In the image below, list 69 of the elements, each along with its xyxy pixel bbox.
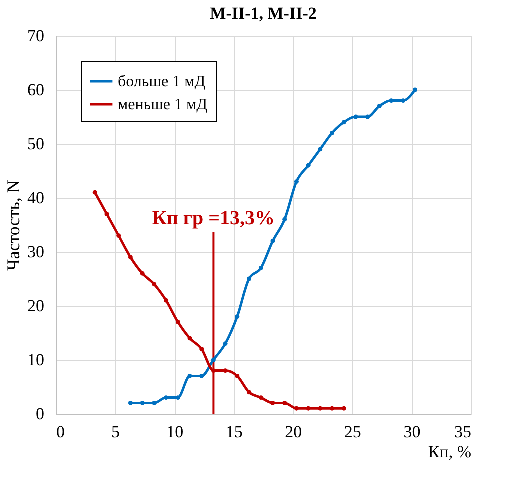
- point: [318, 406, 323, 411]
- x-tick-label: 30: [404, 422, 421, 442]
- point: [282, 400, 288, 406]
- point: [247, 276, 252, 282]
- point: [235, 374, 240, 378]
- point: [306, 163, 311, 168]
- point: [294, 406, 299, 411]
- point: [330, 130, 335, 136]
- point: [211, 358, 216, 362]
- x-tick-label: 0: [56, 422, 65, 442]
- y-tick-label: 10: [28, 350, 44, 370]
- point: [152, 282, 157, 287]
- point: [128, 255, 133, 260]
- point: [188, 374, 192, 378]
- y-axis-title: Частость, N: [4, 180, 24, 271]
- point: [176, 320, 180, 324]
- x-tick-label: 25: [344, 422, 362, 442]
- y-tick-label: 30: [28, 242, 44, 262]
- point: [200, 374, 204, 378]
- point: [211, 368, 216, 374]
- point: [176, 396, 180, 400]
- x-tick-label: 35: [454, 422, 472, 442]
- point: [104, 212, 110, 216]
- legend-label: больше 1 мД: [118, 74, 206, 90]
- point: [128, 400, 133, 406]
- point: [92, 190, 98, 195]
- point: [140, 400, 145, 406]
- point: [270, 400, 276, 406]
- point: [152, 400, 157, 406]
- point: [116, 234, 122, 238]
- point: [330, 406, 335, 411]
- point: [377, 104, 382, 108]
- point: [389, 98, 394, 104]
- x-tick-label: 15: [226, 422, 243, 442]
- point: [366, 114, 370, 120]
- point: [200, 346, 204, 352]
- y-tick-label: 0: [36, 404, 44, 424]
- point: [223, 342, 228, 346]
- point: [258, 396, 264, 400]
- y-tick-label: 60: [28, 80, 44, 100]
- y-tick-label: 70: [28, 26, 44, 46]
- point: [401, 98, 406, 104]
- point: [342, 120, 346, 125]
- point: [140, 271, 145, 276]
- point: [188, 336, 192, 341]
- point: [413, 88, 418, 92]
- point: [342, 406, 346, 411]
- x-tick-label: 20: [285, 422, 302, 442]
- legend-label: меньше 1 мД: [118, 96, 208, 114]
- point: [164, 396, 169, 400]
- x-tick-label: 5: [112, 422, 120, 442]
- point: [354, 114, 358, 120]
- point: [223, 368, 228, 374]
- point: [306, 406, 311, 411]
- x-axis-title: Кп, %: [428, 442, 472, 462]
- point: [282, 217, 288, 222]
- point: [294, 180, 299, 184]
- y-tick-label: 50: [28, 134, 44, 154]
- point: [247, 390, 252, 395]
- chart-title: М-II-1, М-II-2: [210, 4, 317, 23]
- point: [258, 266, 264, 270]
- x-tick-label: 10: [166, 422, 184, 442]
- point: [318, 147, 323, 152]
- y-tick-label: 20: [28, 296, 44, 316]
- point: [164, 298, 169, 303]
- point: [270, 238, 276, 244]
- point: [235, 314, 240, 320]
- y-tick-label: 40: [28, 188, 44, 208]
- ref-line-label: Кп гр =13,3%: [152, 208, 276, 230]
